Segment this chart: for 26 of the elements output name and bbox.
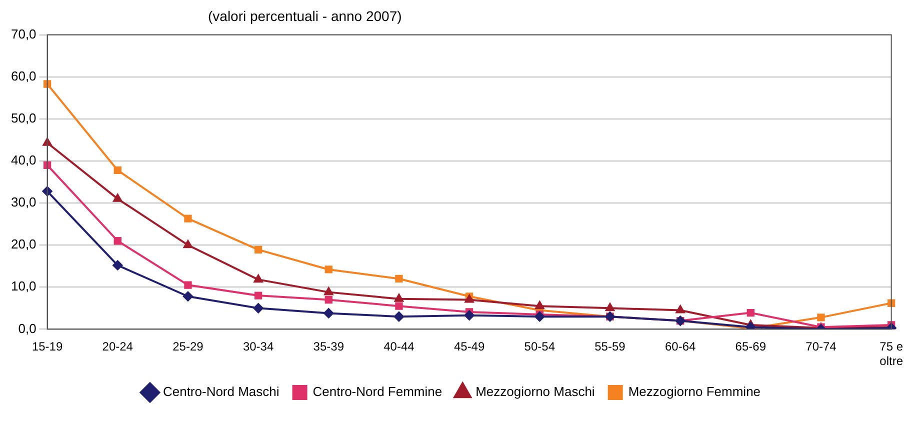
y-tick-label: 70,0	[10, 26, 36, 42]
x-tick-label: 15-19	[32, 340, 63, 354]
y-tick-label: 50,0	[10, 110, 36, 126]
x-tick-label: 30-34	[242, 340, 274, 354]
x-tick-label: 70-74	[806, 340, 837, 354]
x-tick-label: 45-49	[454, 340, 485, 354]
y-tick-label: 40,0	[10, 152, 36, 168]
y-tick-label: 30,0	[10, 194, 36, 210]
x-tick-label: 75 e oltre	[880, 340, 904, 368]
y-tick-label: 0,0	[18, 320, 36, 336]
chart-subtitle: (valori percentuali - anno 2007)	[207, 8, 403, 24]
x-tick-label: 65-69	[735, 340, 766, 354]
y-tick-label: 60,0	[10, 68, 36, 84]
x-tick-label: 50-54	[524, 340, 556, 354]
x-tick-label: 25-29	[172, 340, 204, 354]
x-tick-label: 40-44	[384, 340, 415, 354]
y-tick-label: 20,0	[10, 236, 36, 252]
legend-label: Centro-Nord Maschi	[162, 384, 280, 400]
legend-label: Mezzogiorno Femmine	[628, 384, 761, 400]
legend-label: Centro-Nord Femmine	[312, 384, 442, 400]
y-tick-label: 10,0	[10, 278, 36, 294]
x-tick-label: 60-64	[664, 340, 696, 354]
x-tick-label: 35-39	[313, 340, 344, 354]
legend-label: Mezzogiorno Maschi	[476, 384, 595, 400]
x-tick-label: 20-24	[102, 340, 134, 354]
x-tick-label: 55-59	[594, 340, 626, 354]
